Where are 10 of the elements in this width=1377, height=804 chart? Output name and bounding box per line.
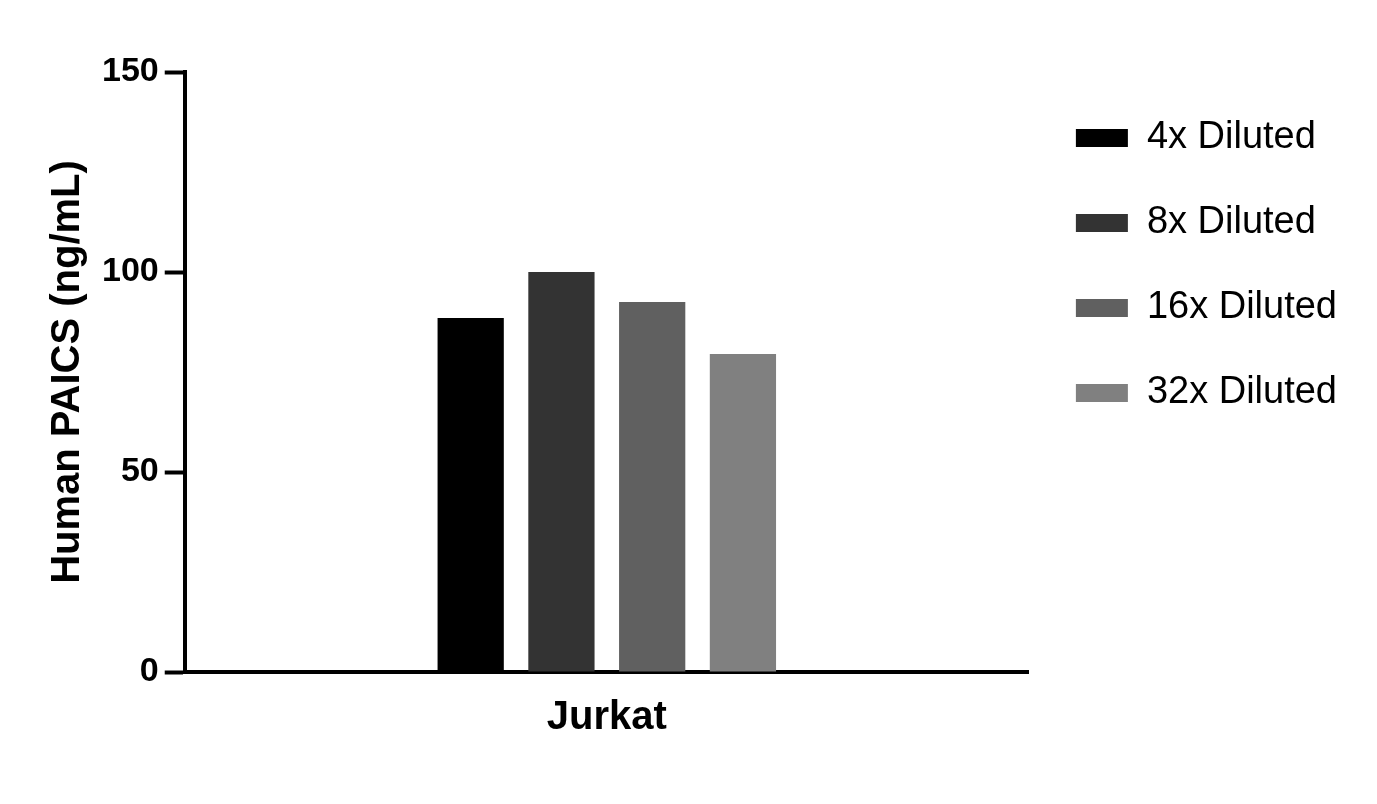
legend-label: 32x Diluted bbox=[1146, 369, 1338, 412]
legend-label: 8x Diluted bbox=[1146, 199, 1316, 242]
legend-label: 16x Diluted bbox=[1146, 284, 1338, 327]
legend-label: 4x Diluted bbox=[1146, 114, 1316, 157]
x-tick-label: Jurkat bbox=[546, 693, 667, 738]
y-tick-label: 150 bbox=[101, 50, 159, 89]
y-tick-label: 100 bbox=[101, 250, 159, 289]
y-axis-title: Human PAICS (ng/mL) bbox=[43, 160, 88, 584]
y-tick-label: 50 bbox=[120, 450, 159, 489]
y-tick-label: 0 bbox=[139, 650, 159, 689]
